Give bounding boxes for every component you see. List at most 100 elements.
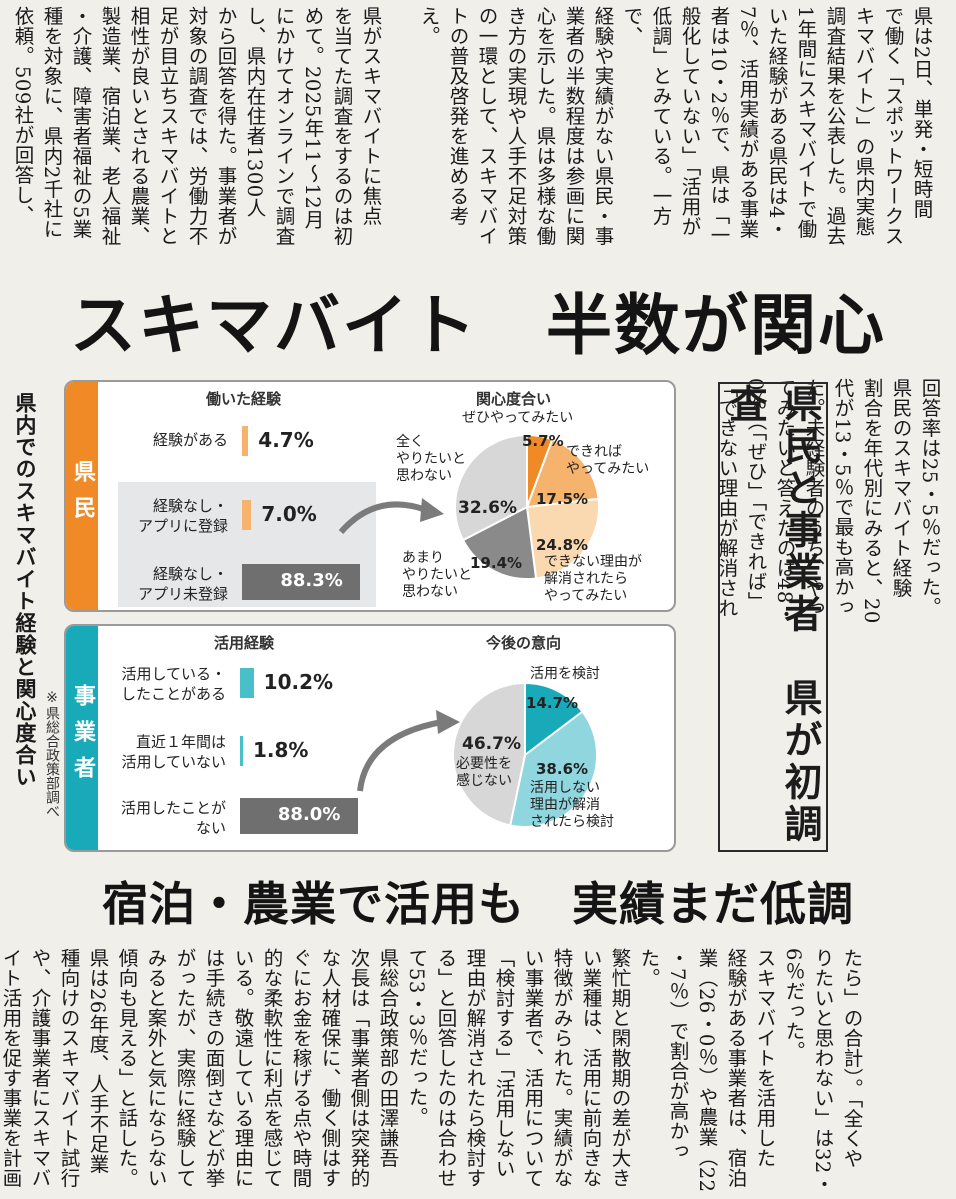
text-column: は手続きの面倒さなどが挙	[202, 948, 225, 1188]
pie-label: 活用しない 理由が解消 されたら検討	[530, 780, 614, 830]
pie-slice	[461, 505, 538, 580]
bar	[242, 564, 361, 600]
businesses-arrow	[357, 710, 460, 792]
text-column: 製造業、宿泊業、老人福祉	[98, 6, 121, 246]
text-column: キマバイト）」の県内実態	[852, 6, 875, 237]
text-column: 般化していない」「活用が	[678, 6, 701, 237]
text-column: 7％、活用実績がある事業	[736, 6, 759, 239]
text-column: を当てた調査をするのは初	[330, 6, 353, 246]
text-column: いた経験がある県民は4・	[765, 6, 788, 239]
businesses-side-label: 事業者	[66, 626, 98, 850]
text-column: めて。2025年11～12月	[301, 6, 324, 230]
text-column: いる。敬遠している理由に	[231, 948, 254, 1188]
text-column: 種向けのスキマバイト試行	[57, 948, 80, 1188]
bar	[240, 798, 358, 834]
text-column	[385, 6, 414, 258]
pie-value: 24.8%	[536, 536, 589, 554]
text-column: き方の実現や人手不足対策	[504, 6, 527, 246]
text-column: 相性が良いとされる農業、	[127, 6, 150, 246]
text-column: 対象の調査では、労働力不	[185, 6, 208, 246]
pie-slice	[452, 681, 526, 827]
bar-value: 1.8%	[253, 738, 309, 762]
pie-label: できれば やってみたい	[566, 444, 650, 477]
text-column: 「できない理由が解消され	[715, 378, 738, 618]
text-column: え。	[417, 6, 440, 46]
text-column: の一環として、スキマバイ	[475, 6, 498, 246]
text-column: 県は26年度、人手不足業	[86, 948, 109, 1174]
text-column: 繁忙期と閑散期の差が大き	[608, 948, 631, 1188]
bar	[240, 736, 243, 766]
text-column: 6％だった。	[782, 948, 805, 1061]
residents-panel: 県民 働いた経験 関心度合い 経験がある 4.7% 経験なし・ アプリに登録 7.0%…	[64, 380, 676, 612]
bar-label: 経験がある	[152, 431, 228, 449]
sub-headline: 県民と事業者 県が初調査	[723, 384, 822, 846]
pie-slice	[525, 497, 600, 580]
bar-label: 活用している・ したことがある	[120, 665, 226, 703]
residents-arrow	[338, 498, 444, 534]
residents-interest-title: 関心度合い	[476, 390, 552, 408]
pie-value: 17.5%	[536, 490, 589, 508]
residents-pie-chart	[454, 433, 600, 580]
text-column: 調査結果を公表した。過去	[823, 6, 846, 246]
text-column: 「検討する」「活用しない	[492, 948, 515, 1179]
text-column: トの普及啓発を進める考	[446, 6, 469, 226]
bar	[240, 668, 254, 698]
pie-value: 46.7%	[462, 734, 521, 754]
text-column: し、県内在住者1300人	[243, 6, 266, 218]
text-column: 業者の半数程度は参画に関	[562, 6, 585, 246]
text-column: たら」の合計）。「全くや	[840, 948, 863, 1169]
text-column: い業種は、活用に前向きな	[579, 948, 602, 1188]
bar-value: 10.2%	[263, 670, 334, 694]
bar-label: 経験なし・ アプリに登録	[137, 497, 228, 535]
text-column: ぐにお金を稼げる点や時間	[289, 948, 312, 1188]
text-column: 理由が解消されたら検討す	[463, 948, 486, 1188]
pie-label: あまり やりたいと 思わない	[402, 550, 472, 600]
text-column: てみたいと答えたのは48・	[773, 378, 796, 624]
text-column: 県民のスキマバイト経験	[889, 378, 912, 598]
infographic-title: 県内でのスキマバイト経験と関心度合い	[13, 392, 37, 788]
text-column: 県総合政策部の田澤謙吾	[376, 948, 399, 1168]
text-column: ・7％）で割合が高かった。	[637, 948, 689, 1161]
bar-value: 4.7%	[258, 428, 314, 452]
text-column: 者は10・2％で、県は「一	[707, 6, 730, 245]
pie-value: 32.6%	[458, 498, 517, 518]
text-column: にかけてオンラインで調査	[272, 6, 295, 246]
text-column: みると案外と気にならない	[144, 948, 167, 1188]
pie-slice	[525, 438, 600, 509]
pie-slice	[454, 433, 528, 542]
pie-value: 5.7%	[522, 432, 564, 450]
bar-value: 7.0%	[261, 502, 317, 526]
bar-label: 直近１年間は 活用していない	[121, 733, 226, 771]
pie-value: 19.4%	[470, 554, 523, 572]
text-column: 心を示した。県は多様な働	[533, 6, 556, 246]
text-column: から回答を得た。事業者が	[214, 6, 237, 246]
bar-value: 88.3%	[280, 570, 343, 591]
pie-slice	[508, 710, 598, 828]
text-column: 県がスキマバイトに焦点	[359, 6, 382, 226]
text-column: な人材確保に、働く側はす	[318, 948, 341, 1188]
pie-value: 14.7%	[526, 694, 579, 712]
residents-experience-title: 働いた経験	[206, 390, 282, 408]
text-column: 0％（「ぜひ」「できれば」	[744, 378, 767, 612]
pie-slice	[524, 681, 584, 758]
main-headline: スキマバイト 半数が関心	[70, 287, 886, 364]
text-column: 的な柔軟性に利点を感じて	[260, 948, 283, 1188]
text-column: 足が目立ちスキマバイトと	[156, 6, 179, 246]
article-body-top: 県は2日、単発・短時間 で働く「スポットワークス キマバイト）」の県内実態 調査結果を…	[6, 6, 936, 258]
bar	[242, 500, 252, 530]
text-column: 経験がある事業者は、宿泊	[724, 948, 747, 1188]
text-column: で働く「スポットワークス	[881, 6, 904, 246]
text-column: て53・3％だった。	[405, 948, 428, 1127]
text-column: 傾向も見える」と話した。	[115, 948, 138, 1188]
text-column: 回答率は25・5％だった。	[918, 378, 941, 617]
bar	[242, 426, 249, 456]
text-column: 次長は「事業者側は突発的	[347, 948, 370, 1188]
source-note: ※県総合政策部調べ	[44, 690, 60, 818]
pie-label: ぜひやってみたい	[462, 410, 574, 426]
businesses-interest-title: 今後の意向	[486, 634, 562, 652]
pie-value: 38.6%	[536, 760, 589, 778]
sub-headline-box: 県民と事業者 県が初調査	[718, 382, 828, 852]
bar-label: 活用したことが ない	[120, 799, 226, 837]
text-column: る」と回答したのは合わせ	[434, 948, 457, 1188]
text-column: 種を対象に、県内2千社に	[40, 6, 63, 239]
